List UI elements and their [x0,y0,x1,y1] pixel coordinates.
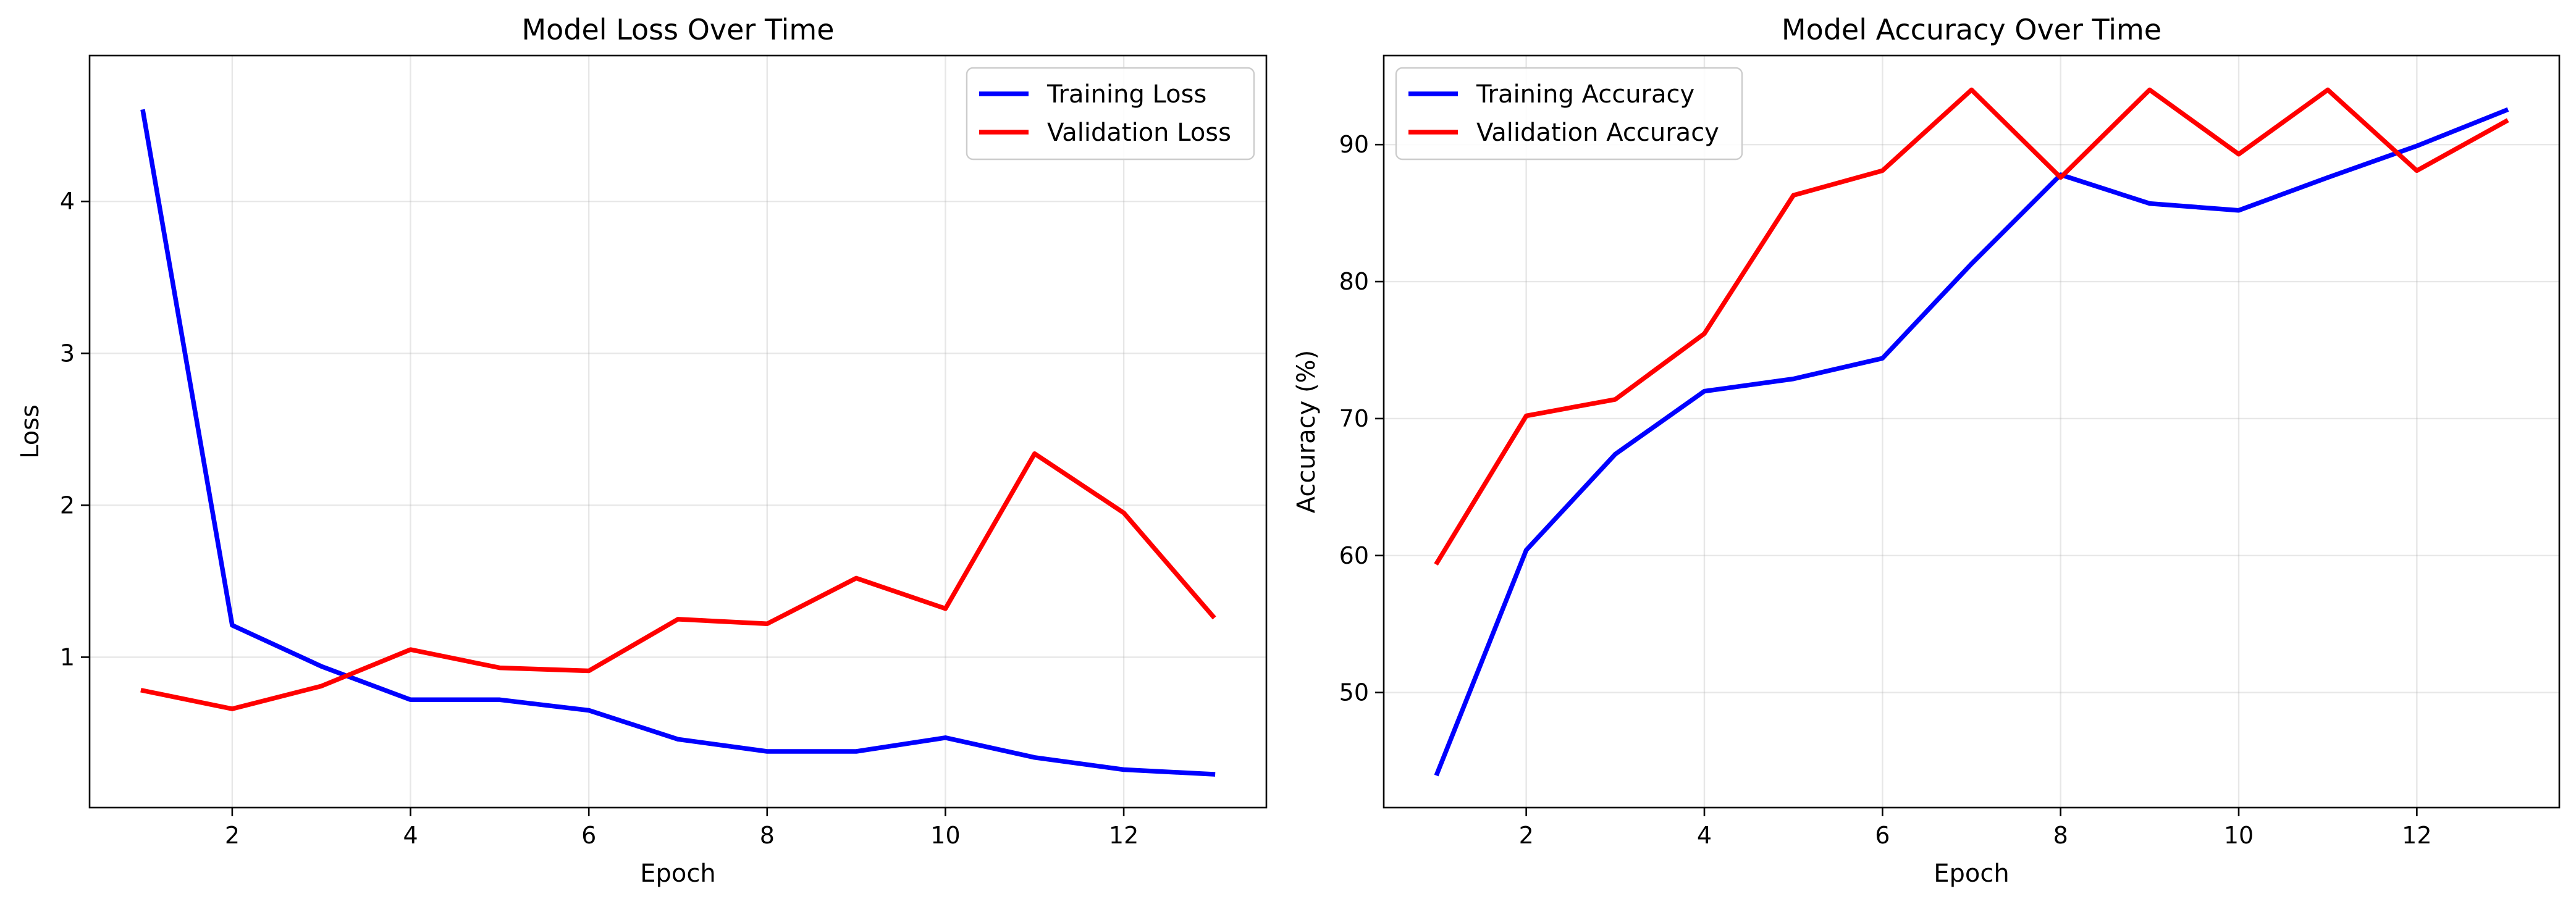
loss-x-axis-label: Epoch [640,859,715,888]
accuracy-legend-label-validation: Validation Accuracy [1476,119,1719,147]
loss-series-line-training [140,109,1216,777]
loss-legend-label-validation: Validation Loss [1047,119,1231,147]
accuracy-legend: Training Accuracy Validation Accuracy [1395,67,1743,161]
accuracy-y-tick-label: 80 [1339,268,1369,295]
accuracy-y-axis-label: Accuracy (%) [1292,350,1321,514]
accuracy-x-tick-label: 8 [2053,822,2068,849]
accuracy-x-tick-label: 2 [1519,822,1534,849]
accuracy-y-tick-label: 90 [1339,131,1369,158]
accuracy-chart-title: Model Accuracy Over Time [1782,13,2161,46]
loss-legend-label-training: Training Loss [1046,80,1206,109]
accuracy-series-line-validation [1434,87,2509,566]
loss-x-tick-label: 12 [1109,822,1139,849]
accuracy-legend-label-training: Training Accuracy [1476,80,1694,109]
loss-x-tick-label: 6 [581,822,596,849]
accuracy-series-line-training [1434,107,2509,777]
accuracy-x-tick-label: 10 [2224,822,2254,849]
accuracy-legend-box [1395,67,1743,161]
accuracy-y-tick-label: 60 [1339,542,1369,569]
accuracy-plot-frame [1383,54,2561,809]
loss-legend-box [966,67,1255,161]
loss-y-tick-label: 2 [60,491,75,519]
loss-y-tick-label: 3 [60,340,75,367]
accuracy-chart: 2 4 6 8 10 12 50 60 70 80 90 Model Accuracy Over Ti… [1292,13,2561,888]
loss-x-tick-label: 2 [225,822,240,849]
loss-y-axis-label: Loss [16,404,44,459]
loss-chart-title: Model Loss Over Time [521,13,834,46]
loss-y-tick-label: 1 [60,643,75,671]
accuracy-x-tick-label: 6 [1875,822,1890,849]
accuracy-x-tick-label: 4 [1697,822,1712,849]
loss-legend: Training Loss Validation Loss [966,67,1255,161]
accuracy-y-tick-label: 50 [1339,679,1369,706]
loss-x-tick-label: 8 [760,822,775,849]
loss-plot-frame [88,54,1268,809]
loss-x-tick-label: 4 [403,822,418,849]
accuracy-y-tick-label: 70 [1339,405,1369,432]
accuracy-x-tick-label: 12 [2402,822,2431,849]
loss-series-line-validation [140,451,1216,711]
loss-y-tick-label: 4 [60,188,75,215]
accuracy-x-axis-label: Epoch [1934,859,2009,888]
loss-x-tick-label: 10 [930,822,960,849]
